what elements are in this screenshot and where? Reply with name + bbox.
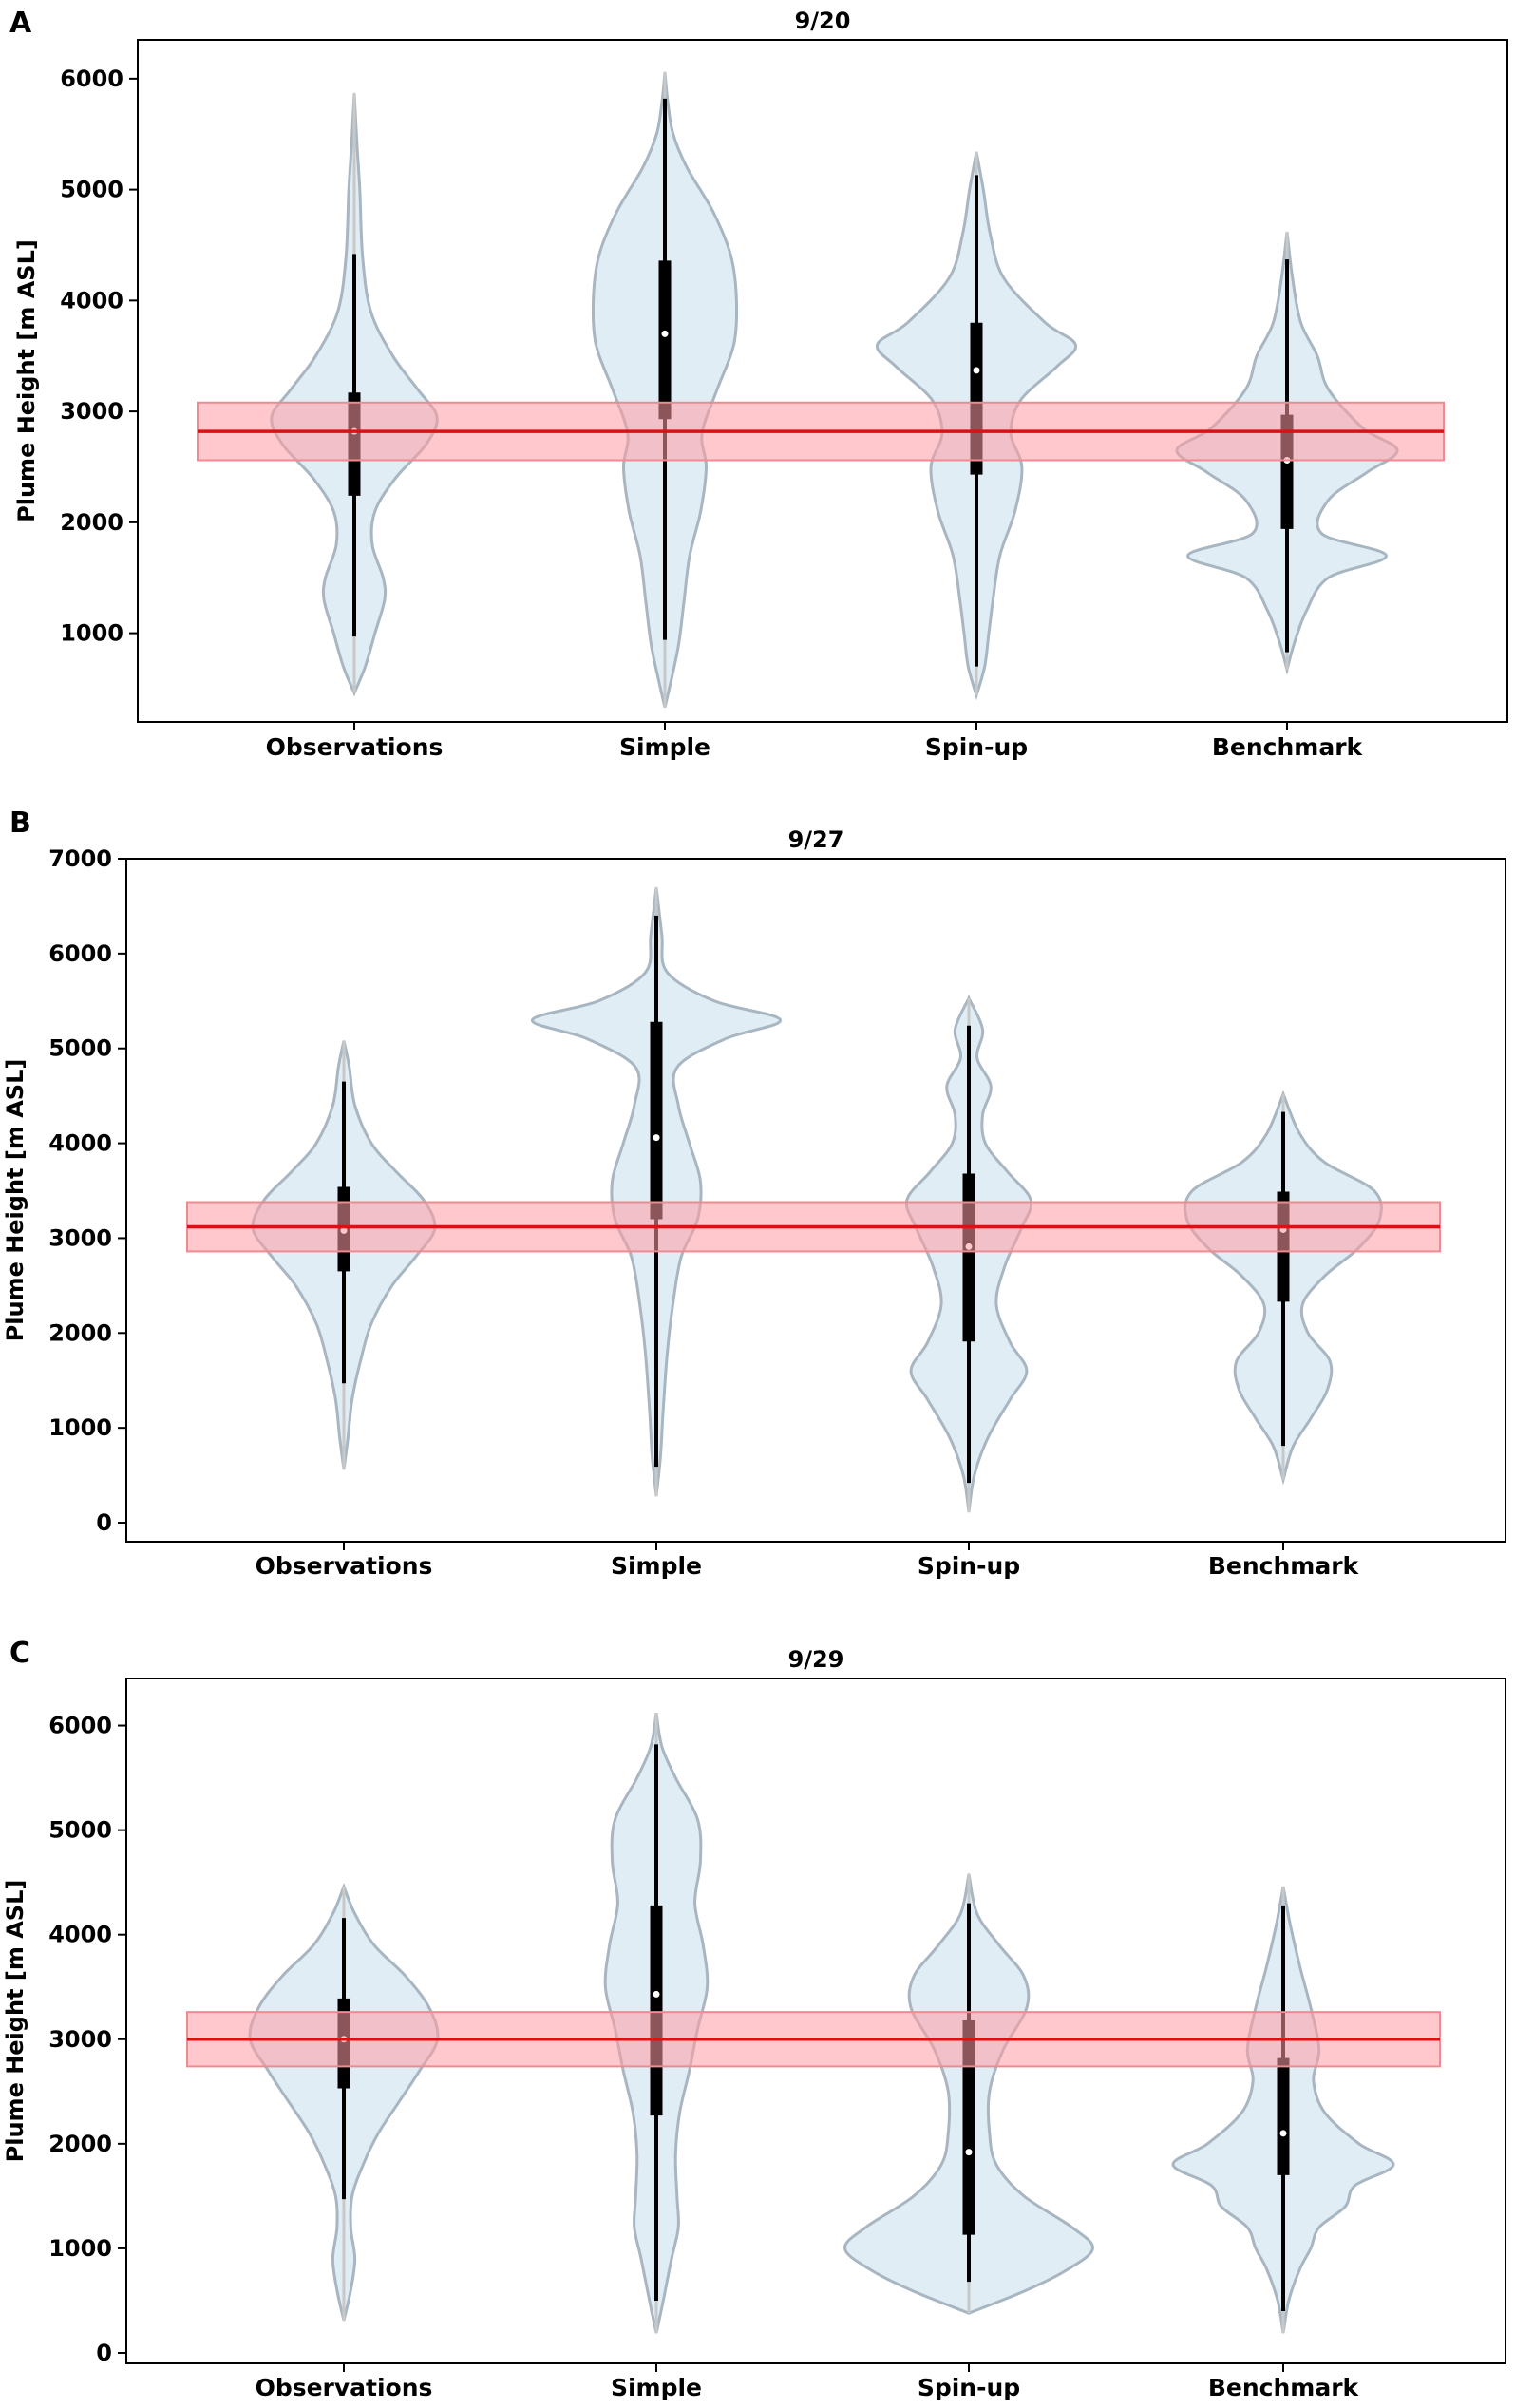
- y-tick-label: 3000: [60, 398, 123, 425]
- violin-simple: [530, 886, 783, 1497]
- y-tick-label: 4000: [60, 287, 123, 313]
- panel-title: 9/20: [795, 8, 851, 34]
- y-tick-label: 2000: [60, 509, 123, 536]
- y-tick-label: 4000: [48, 1922, 112, 1948]
- y-tick-label: 5000: [60, 177, 123, 203]
- y-tick-label: 6000: [48, 940, 112, 967]
- y-tick-label: 0: [96, 2340, 112, 2366]
- violin-observations: [251, 1040, 437, 1470]
- violin-benchmark: [1184, 1090, 1383, 1486]
- violin-median-dot: [653, 1134, 660, 1142]
- y-tick-label: 5000: [48, 1817, 112, 1844]
- violin-observations: [248, 1883, 440, 2322]
- panel-c: C 9/29 Plume Height [m ASL] 0 1000 2000 3000 40…: [2, 1637, 1506, 2401]
- violin-median-dot: [1279, 2130, 1287, 2137]
- x-tick-label: Simple: [619, 733, 710, 761]
- y-tick-label: 2000: [48, 1319, 112, 1346]
- panel-letter: A: [9, 7, 32, 40]
- axes-frame: [125, 1678, 1506, 2364]
- y-axis-label: Plume Height [m ASL]: [13, 239, 40, 522]
- x-tick-label: Simple: [611, 1552, 702, 1580]
- x-tick-label: Observations: [256, 1552, 433, 1580]
- axes-frame: [125, 858, 1506, 1543]
- violin-simple: [591, 71, 739, 709]
- y-tick-label: 7000: [48, 845, 112, 872]
- x-tick-label: Benchmark: [1208, 1552, 1360, 1580]
- x-tick-label: Spin-up: [918, 1552, 1020, 1580]
- violin-median-dot: [973, 367, 980, 374]
- axes-frame: [137, 39, 1508, 723]
- x-tick-label: Benchmark: [1208, 2374, 1360, 2401]
- y-tick-label: 1000: [48, 2235, 112, 2262]
- x-tick-label: Benchmark: [1212, 733, 1364, 761]
- panel-letter: C: [9, 1637, 30, 1670]
- violin-spin-up: [904, 995, 1033, 1513]
- x-tick-label: Observations: [256, 2374, 433, 2401]
- violin-median-dot: [965, 2149, 973, 2156]
- y-tick-label: 5000: [48, 1035, 112, 1062]
- panel-a: A 9/20 Plume Height [m ASL] 1000 2000 3000 400…: [9, 7, 1508, 761]
- y-tick-label: 2000: [48, 2131, 112, 2157]
- violin-observations: [270, 92, 439, 697]
- y-axis-label: Plume Height [m ASL]: [2, 1880, 28, 2163]
- y-tick-label: 3000: [48, 2026, 112, 2053]
- y-tick-label: 4000: [48, 1130, 112, 1157]
- panel-b: B 9/27 Plume Height [m ASL] 0 1000 2000 3000 40…: [2, 806, 1506, 1580]
- y-axis-label: Plume Height [m ASL]: [2, 1059, 28, 1342]
- y-tick-label: 3000: [48, 1224, 112, 1251]
- violin-benchmark: [1171, 1886, 1395, 2334]
- y-tick-label: 6000: [48, 1713, 112, 1739]
- panel-letter: B: [9, 806, 31, 840]
- panel-title: 9/27: [788, 826, 844, 853]
- y-tick-label: 0: [96, 1509, 112, 1536]
- y-tick-label: 1000: [48, 1414, 112, 1441]
- x-tick-label: Spin-up: [925, 733, 1028, 761]
- x-tick-label: Spin-up: [918, 2374, 1020, 2401]
- violin-median-dot: [653, 1990, 660, 1998]
- panel-title: 9/29: [788, 1646, 844, 1673]
- y-tick-label: 1000: [60, 620, 123, 647]
- violin-spin-up: [843, 1873, 1094, 2315]
- x-tick-label: Simple: [611, 2374, 702, 2401]
- x-tick-label: Observations: [266, 733, 444, 761]
- y-tick-label: 6000: [60, 66, 123, 92]
- violin-median-dot: [661, 330, 669, 337]
